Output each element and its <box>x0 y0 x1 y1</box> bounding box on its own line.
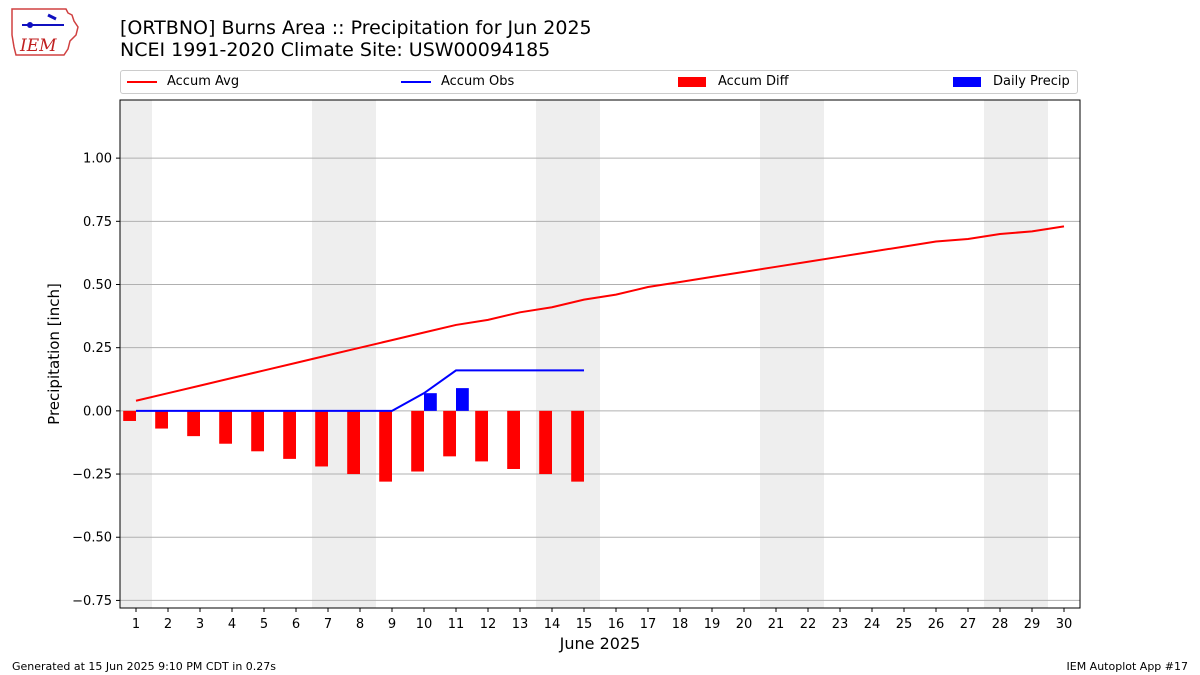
legend-swatch-daily-precip <box>953 77 981 87</box>
y-tick-label: 0.00 <box>83 404 112 419</box>
accum-diff-bar <box>123 410 136 421</box>
accum-diff-bar <box>347 410 360 475</box>
weekend-shade-2 <box>536 100 600 608</box>
accum-diff-bar <box>155 410 168 429</box>
x-tick-label: 19 <box>704 617 721 632</box>
y-axis-label: Precipitation [inch] <box>45 283 63 425</box>
iem-logo: IEM <box>8 5 80 59</box>
legend-label-daily-precip: Daily Precip <box>993 74 1070 89</box>
x-tick-label: 1 <box>132 617 140 632</box>
x-tick-label: 26 <box>928 617 945 632</box>
plot-frame <box>119 99 1081 609</box>
accum-diff-bar <box>443 410 456 457</box>
x-tick-label: 25 <box>896 617 913 632</box>
x-tick-label: 27 <box>960 617 977 632</box>
x-tick-label: 17 <box>640 617 657 632</box>
y-tick-label: 1.00 <box>83 152 112 167</box>
generated-timestamp: Generated at 15 Jun 2025 9:10 PM CDT in … <box>12 660 277 673</box>
accum-diff-bar <box>219 410 232 444</box>
chart-title: [ORTBNO] Burns Area :: Precipitation for… <box>120 17 592 39</box>
x-tick-label: 4 <box>228 617 236 632</box>
x-tick-label: 9 <box>388 617 396 632</box>
x-tick-label: 23 <box>832 617 849 632</box>
x-tick-label: 12 <box>480 617 497 632</box>
x-tick-label: 5 <box>260 617 268 632</box>
legend-label-accum-obs: Accum Obs <box>441 74 515 89</box>
y-tick-label: −0.75 <box>72 594 112 609</box>
x-tick-label: 3 <box>196 617 204 632</box>
accum-diff-bar <box>475 410 488 462</box>
accum-diff-bar <box>283 410 296 459</box>
legend-label-accum-diff: Accum Diff <box>718 74 789 89</box>
x-axis-label: June 2025 <box>559 634 641 653</box>
x-tick-label: 22 <box>800 617 817 632</box>
daily-precip-bar <box>424 393 437 411</box>
accum-diff-bar <box>411 410 424 472</box>
daily-precip-bar <box>456 388 469 411</box>
x-tick-label: 13 <box>512 617 529 632</box>
chart-subtitle: NCEI 1991-2020 Climate Site: USW00094185 <box>120 39 551 61</box>
legend-item-daily-precip: Daily Precip <box>953 74 1073 90</box>
legend-label-accum-avg: Accum Avg <box>167 74 240 89</box>
chart-legend: Accum Avg Accum Obs Accum Diff Daily Pre… <box>120 70 1078 94</box>
weekend-shade-4 <box>984 100 1048 608</box>
y-tick-label: −0.25 <box>72 468 112 483</box>
accum-diff-bar <box>507 410 520 469</box>
x-tick-label: 11 <box>448 617 465 632</box>
accum-diff-bar <box>315 410 328 467</box>
x-tick-label: 6 <box>292 617 300 632</box>
x-tick-label: 30 <box>1056 617 1073 632</box>
x-tick-label: 28 <box>992 617 1009 632</box>
accum-diff-bar <box>539 410 552 475</box>
x-tick-label: 2 <box>164 617 172 632</box>
accum-avg-line <box>135 225 1065 402</box>
iem-logo-text: IEM <box>19 36 57 56</box>
x-tick-label: 7 <box>324 617 332 632</box>
y-tick-label: −0.50 <box>72 531 112 546</box>
accum-obs-line <box>136 369 584 412</box>
legend-item-accum-obs: Accum Obs <box>401 74 561 90</box>
y-tick-label: 0.50 <box>83 278 112 293</box>
x-tick-label: 8 <box>356 617 364 632</box>
accum-diff-bar <box>251 410 264 452</box>
x-tick-label: 15 <box>576 617 593 632</box>
legend-swatch-accum-avg <box>127 81 157 83</box>
x-tick-label: 21 <box>768 617 785 632</box>
x-tick-label: 20 <box>736 617 753 632</box>
weekend-shade-0 <box>120 100 152 608</box>
legend-swatch-accum-diff <box>678 77 706 87</box>
app-id-label: IEM Autoplot App #17 <box>1066 660 1189 673</box>
accum-diff-bar <box>571 410 584 482</box>
legend-item-accum-diff: Accum Diff <box>678 74 838 90</box>
weekend-shade-3 <box>760 100 824 608</box>
y-tick-label: 0.25 <box>83 341 112 356</box>
x-tick-label: 24 <box>864 617 881 632</box>
x-tick-label: 16 <box>608 617 625 632</box>
accum-diff-bar <box>379 410 392 482</box>
x-tick-label: 14 <box>544 617 561 632</box>
accum-diff-bar <box>187 410 200 437</box>
legend-swatch-accum-obs <box>401 81 431 83</box>
weekend-shade-1 <box>312 100 376 608</box>
legend-item-accum-avg: Accum Avg <box>127 74 287 90</box>
x-tick-label: 29 <box>1024 617 1041 632</box>
x-tick-label: 10 <box>416 617 433 632</box>
y-tick-label: 0.75 <box>83 215 112 230</box>
x-tick-label: 18 <box>672 617 689 632</box>
iowa-state-outline-icon: IEM <box>11 8 79 56</box>
